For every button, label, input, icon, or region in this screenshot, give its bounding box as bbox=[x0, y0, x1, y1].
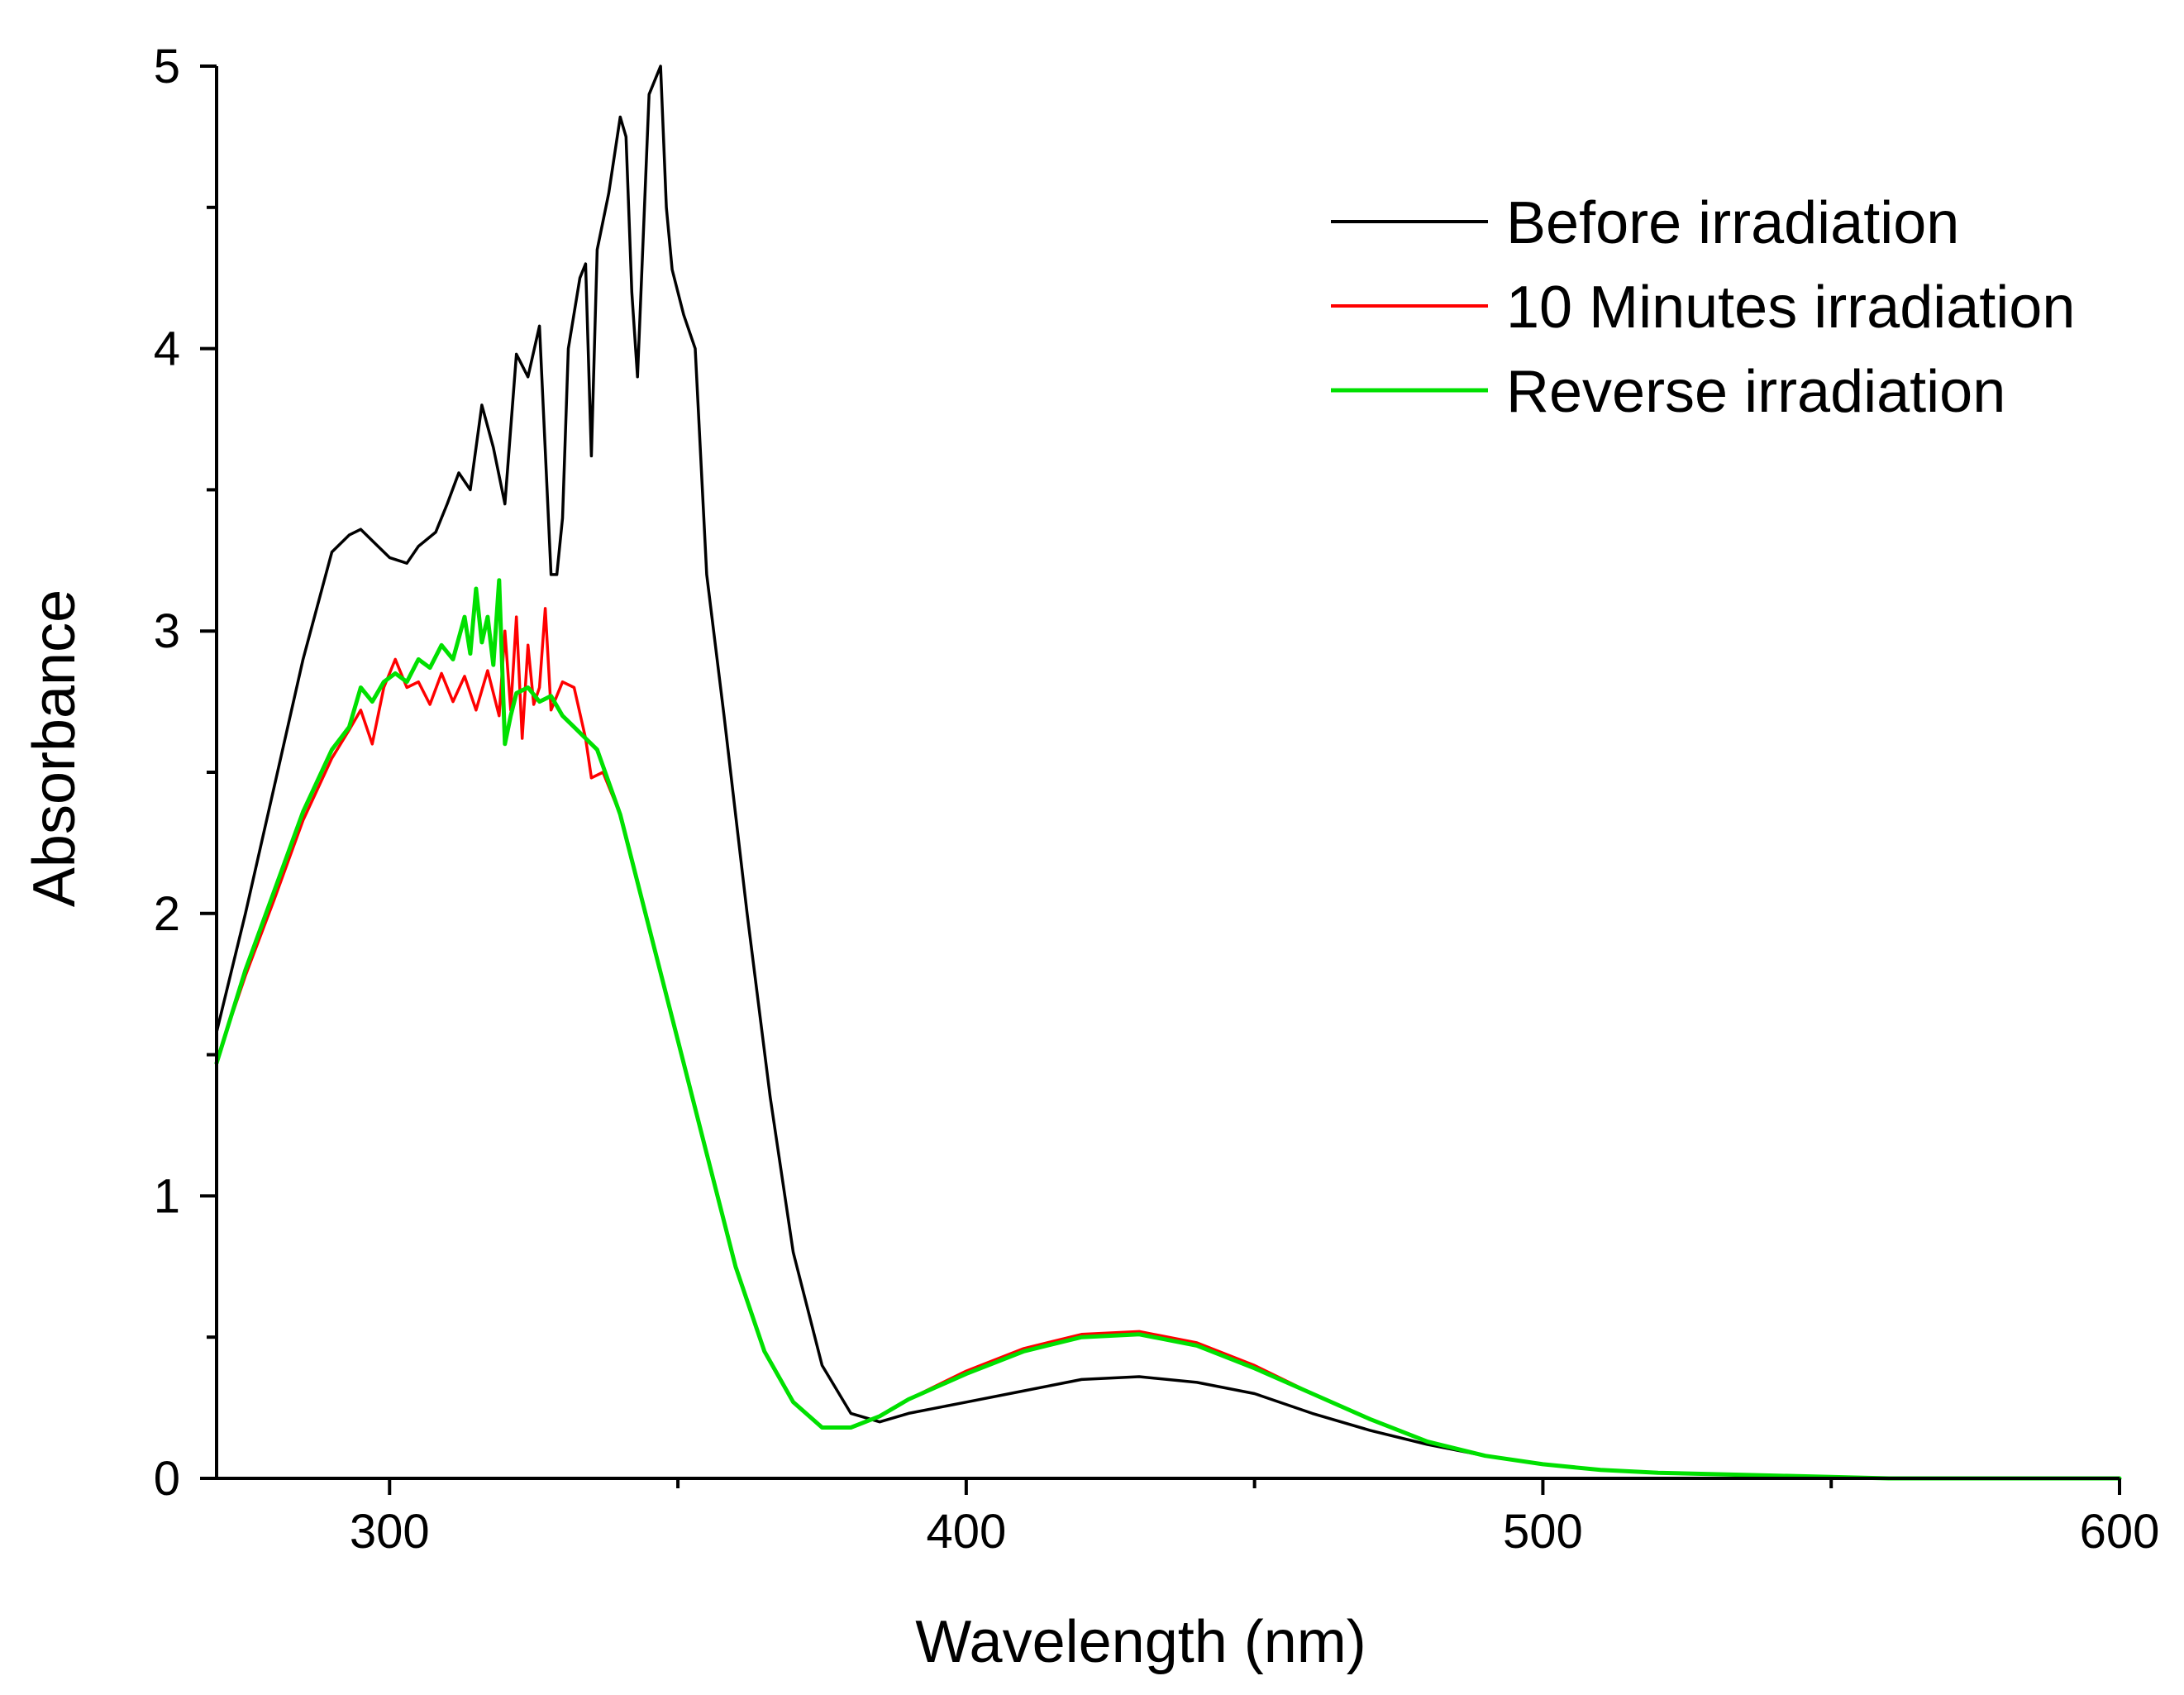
series-line-10-minutes-irradiation bbox=[215, 607, 2121, 1480]
y-tick-label: 3 bbox=[154, 604, 180, 658]
legend-label: Before irradiation bbox=[1506, 190, 1959, 256]
x-tick-label: 400 bbox=[926, 1505, 1006, 1559]
legend-label: 10 Minutes irradiation bbox=[1506, 275, 2075, 341]
series-line-before-irradiation bbox=[215, 64, 2121, 1480]
y-tick-label: 5 bbox=[154, 40, 180, 93]
y-axis-title: Absorbance bbox=[21, 590, 88, 907]
x-tick-label: 300 bbox=[350, 1505, 430, 1559]
x-ticks: 300 400 500 600 bbox=[350, 1478, 2160, 1559]
x-tick-label: 500 bbox=[1503, 1505, 1583, 1559]
plot-area bbox=[214, 64, 2122, 1481]
y-tick-label: 0 bbox=[154, 1452, 180, 1506]
legend-label: Reverse irradiation bbox=[1506, 359, 2005, 425]
x-axis-title: Wavelength (nm) bbox=[915, 1609, 1366, 1675]
legend: Before irradiation 10 Minutes irradiation… bbox=[1331, 190, 2075, 425]
y-tick-label: 1 bbox=[154, 1169, 180, 1223]
x-tick-label: 600 bbox=[2080, 1505, 2160, 1559]
y-ticks: 0 1 2 3 4 5 bbox=[154, 40, 217, 1506]
y-tick-label: 2 bbox=[154, 887, 180, 941]
series-line-reverse-irradiation bbox=[214, 578, 2122, 1481]
y-tick-label: 4 bbox=[154, 322, 180, 376]
